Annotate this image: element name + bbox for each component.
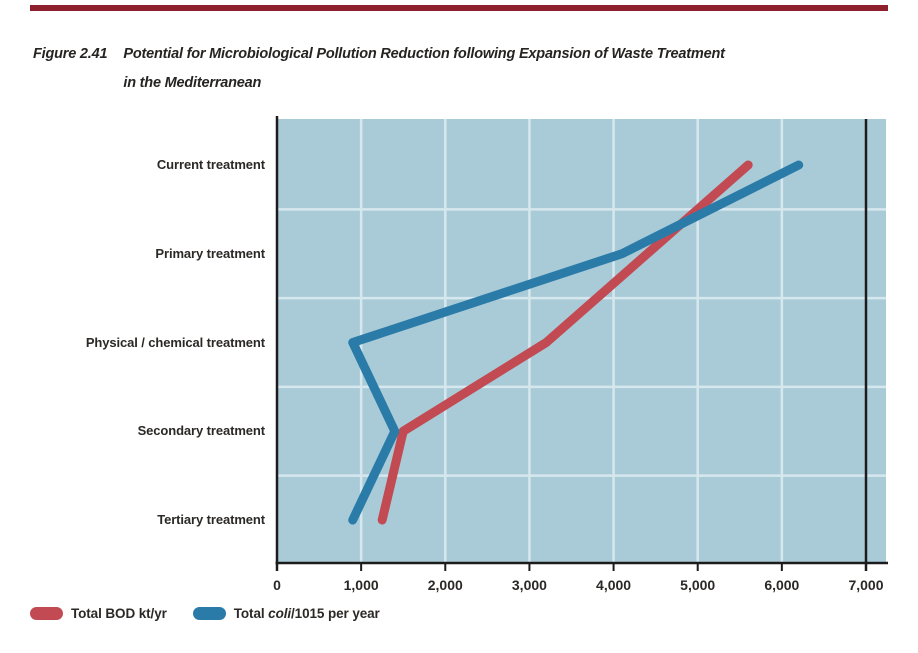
legend-swatch-blue [192, 607, 226, 620]
figure-number: Figure 2.41 [33, 46, 108, 62]
legend-label-coli: Total coli/1015 per year [234, 606, 380, 621]
x-tick-label: 5,000 [680, 577, 716, 593]
x-tick-label: 0 [273, 577, 281, 593]
figure-title: Potential for Microbiological Pollution … [123, 44, 725, 93]
legend-label-coli-post: /1015 per year [291, 606, 380, 621]
x-tick-label: 2,000 [427, 577, 463, 593]
plot-area [277, 119, 886, 563]
legend: Total BOD kt/yr Total coli/1015 per year [30, 606, 380, 621]
category-label: Current treatment [156, 157, 265, 172]
figure-top-rule [30, 5, 888, 11]
category-label: Physical / chemical treatment [85, 334, 265, 350]
x-tick-label: 3,000 [511, 577, 547, 593]
legend-label-bod: Total BOD kt/yr [71, 606, 167, 621]
category-label: Secondary treatment [137, 423, 266, 439]
legend-item-coli: Total coli/1015 per year [192, 606, 380, 621]
figure-title-line1: Potential for Microbiological Pollution … [123, 46, 725, 62]
figure-title-line2: in the Mediterranean [123, 75, 262, 91]
series-line-coli [348, 160, 804, 525]
legend-swatch-red [30, 607, 63, 620]
x-tick-label: 4,000 [596, 577, 632, 593]
category-label: Primary treatment [155, 245, 265, 261]
x-tick-label: 1,000 [343, 577, 379, 593]
category-label: Tertiary treatment [157, 512, 265, 527]
figure-caption: Figure 2.41 Potential for Microbiologica… [33, 44, 893, 93]
legend-label-bod-text: Total BOD kt/yr [71, 606, 167, 621]
x-tick-label: 7,000 [848, 577, 884, 593]
x-tick-label: 6,000 [764, 577, 800, 593]
legend-label-coli-italic: coli [268, 606, 292, 621]
legend-item-bod: Total BOD kt/yr [30, 606, 167, 621]
legend-label-coli-pre: Total [233, 606, 269, 621]
